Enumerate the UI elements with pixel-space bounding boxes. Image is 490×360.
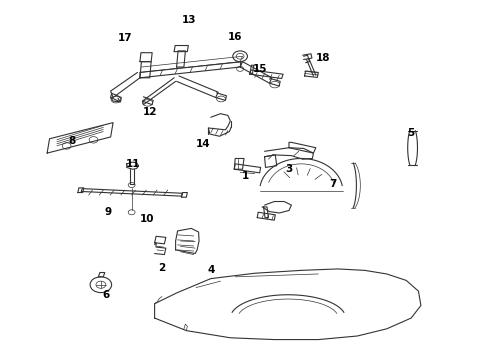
Text: 17: 17: [118, 33, 133, 43]
Text: 4: 4: [207, 265, 215, 275]
Text: 2: 2: [158, 263, 166, 273]
Text: 12: 12: [143, 107, 157, 117]
Text: 8: 8: [68, 136, 75, 145]
Text: 1: 1: [242, 171, 248, 181]
Text: 5: 5: [408, 129, 415, 138]
Text: 13: 13: [182, 15, 196, 26]
Text: 15: 15: [252, 64, 267, 74]
Text: 11: 11: [125, 159, 140, 169]
Text: 7: 7: [329, 179, 337, 189]
Text: 3: 3: [285, 164, 293, 174]
Text: 14: 14: [196, 139, 211, 149]
Text: 10: 10: [140, 215, 154, 224]
Text: 16: 16: [228, 32, 243, 41]
Text: 6: 6: [102, 290, 109, 300]
Text: 18: 18: [316, 53, 330, 63]
Text: 9: 9: [105, 207, 112, 217]
